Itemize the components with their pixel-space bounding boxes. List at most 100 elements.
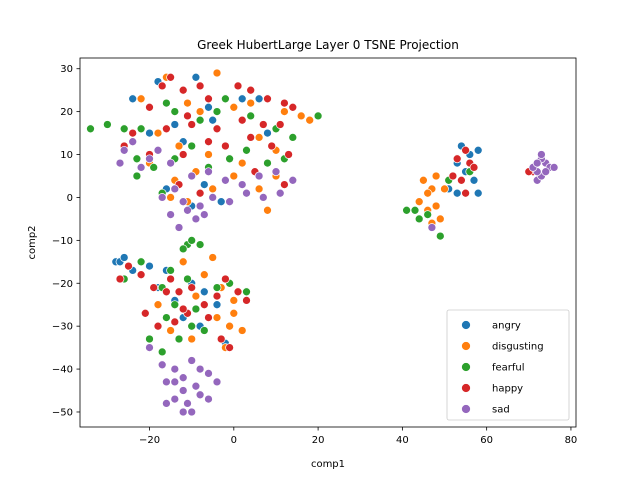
point-fearful-37	[183, 274, 192, 284]
point-disgusting-9	[305, 115, 315, 125]
y-tick-label-0: −50	[52, 407, 73, 418]
point-angry-28	[145, 261, 154, 271]
point-fearful-13	[132, 154, 142, 164]
point-fearful-19	[242, 145, 251, 155]
point-sad-10	[237, 180, 247, 189]
point-happy-13	[162, 124, 171, 134]
point-disgusting-20	[229, 171, 239, 181]
point-happy-51	[140, 308, 150, 318]
point-angry-2	[191, 72, 201, 82]
point-sad-40	[145, 343, 154, 352]
point-fearful-36	[166, 266, 175, 275]
point-sad-14	[170, 184, 180, 194]
point-happy-0	[166, 72, 175, 82]
point-angry-3	[128, 94, 138, 104]
point-angry-19	[473, 145, 483, 155]
point-happy-30	[280, 180, 289, 189]
x-tick-label-1: 0	[231, 435, 237, 446]
point-disgusting-29	[423, 188, 433, 198]
y-tick-label-1: −40	[52, 365, 73, 376]
legend-entries: angry disgusting fearful happy sad	[461, 320, 544, 416]
point-happy-49	[233, 287, 243, 297]
point-fearful-39	[170, 300, 180, 310]
point-fearful-33	[195, 240, 205, 249]
x-axis-ticks: −20 0 20 40 60 80	[139, 427, 577, 446]
point-disgusting-4	[195, 107, 205, 116]
point-sad-43	[178, 373, 188, 383]
point-disgusting-1	[183, 98, 192, 108]
point-sad-11	[254, 171, 264, 181]
point-fearful-1	[103, 120, 112, 129]
point-happy-40	[124, 261, 133, 271]
point-sad-39	[537, 150, 546, 159]
point-disgusting-40	[229, 308, 239, 318]
point-happy-10	[280, 98, 289, 108]
legend: angry disgusting fearful happy sad	[446, 309, 570, 421]
point-fearful-41	[145, 334, 154, 344]
point-disgusting-12	[204, 150, 213, 159]
x-tick-label-0: −20	[139, 435, 160, 446]
point-fearful-44	[187, 321, 197, 331]
point-disgusting-3	[136, 94, 146, 104]
point-happy-12	[128, 128, 138, 138]
point-disgusting-5	[229, 102, 239, 112]
point-disgusting-46	[191, 291, 201, 301]
point-sad-46	[204, 369, 213, 378]
point-disgusting-14	[254, 133, 264, 142]
point-sad-2	[145, 154, 154, 164]
legend-marker-disgusting	[461, 341, 471, 351]
x-tick-label-4: 60	[480, 435, 493, 446]
point-disgusting-19	[208, 184, 218, 194]
y-tick-label-7: 20	[60, 107, 73, 118]
point-happy-35	[457, 175, 466, 185]
point-happy-8	[246, 85, 256, 95]
point-disgusting-27	[431, 171, 441, 181]
point-happy-32	[461, 145, 470, 155]
point-happy-22	[204, 137, 213, 147]
point-sad-4	[115, 158, 125, 168]
legend-label-fearful: fearful	[492, 363, 525, 374]
point-fearful-40	[191, 304, 201, 314]
point-angry-23	[473, 188, 483, 198]
point-sad-3	[153, 145, 163, 155]
point-sad-42	[170, 364, 180, 374]
point-sad-49	[178, 386, 188, 395]
point-sad-45	[195, 364, 205, 374]
legend-marker-fearful	[461, 362, 471, 372]
point-sad-13	[288, 175, 298, 185]
point-disgusting-36	[178, 257, 188, 267]
point-happy-2	[178, 85, 188, 95]
point-fearful-7	[212, 107, 222, 116]
point-fearful-3	[136, 124, 146, 134]
point-happy-26	[284, 150, 293, 159]
point-disgusting-2	[212, 68, 222, 78]
point-sad-7	[187, 171, 197, 181]
point-sad-24	[191, 214, 201, 224]
point-disgusting-33	[435, 214, 445, 224]
point-happy-4	[145, 102, 154, 112]
point-sad-37	[549, 163, 559, 172]
point-happy-6	[204, 94, 213, 104]
point-happy-48	[221, 274, 230, 284]
point-happy-3	[195, 81, 205, 91]
point-sad-25	[174, 223, 184, 232]
point-sad-6	[166, 158, 175, 168]
point-happy-42	[149, 283, 159, 292]
point-fearful-4	[162, 98, 171, 108]
point-disgusting-44	[166, 326, 175, 335]
point-angry-12	[263, 128, 272, 138]
point-sad-20	[258, 193, 268, 202]
legend-label-happy: happy	[492, 384, 523, 395]
point-angry-34	[212, 300, 222, 310]
point-happy-1	[157, 81, 167, 91]
point-sad-8	[204, 167, 213, 177]
point-sad-55	[170, 377, 180, 387]
point-sad-57	[187, 407, 197, 417]
point-fearful-8	[221, 94, 230, 104]
point-happy-58	[166, 274, 175, 284]
point-happy-36	[469, 163, 479, 172]
point-happy-55	[204, 313, 213, 322]
y-axis-ticks: −50 −40 −30 −20 −10 0 10 20 30	[52, 64, 80, 418]
point-sad-56	[162, 377, 171, 387]
